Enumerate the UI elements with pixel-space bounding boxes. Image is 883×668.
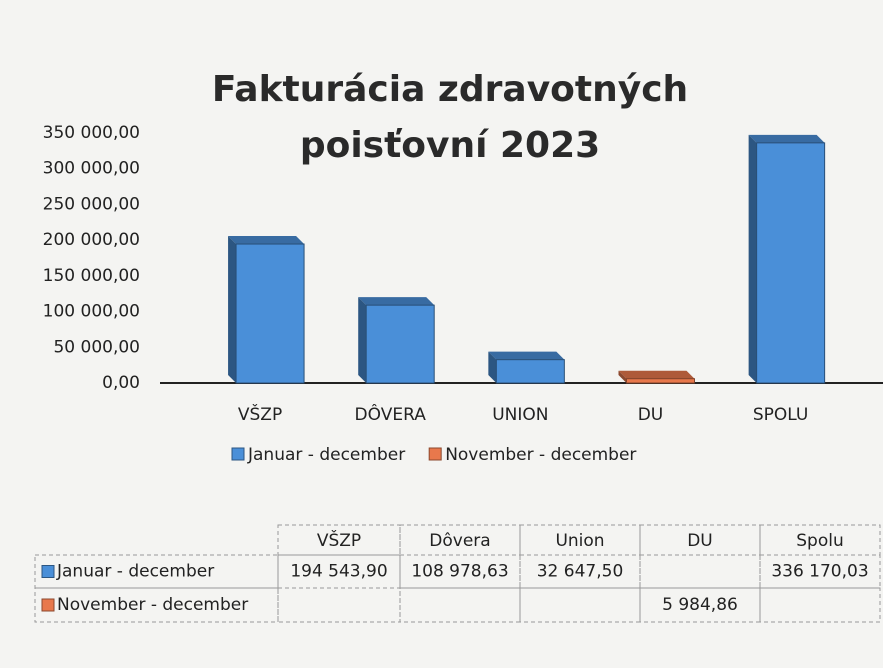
table-cell [277,524,401,556]
bar [235,243,305,384]
table-value: 194 543,90 [290,562,387,582]
table-cell [759,587,881,623]
table-cell [639,554,761,589]
bar-top [228,236,305,245]
table-value: 336 170,03 [771,562,868,582]
table-header: Dôvera [429,531,490,551]
table-value: 5 984,86 [662,595,738,615]
bar-top [488,351,565,360]
table-cell [519,587,641,623]
x-tick-label: DU [638,405,664,425]
y-tick-label: 150 000,00 [43,266,140,286]
legend-swatch [41,598,55,612]
bar-top [618,370,695,379]
legend-swatch [428,447,442,461]
x-tick-label: UNION [492,405,548,425]
x-tick-label: VŠZP [238,403,282,425]
bar-side [488,351,497,383]
bar-side [228,236,237,383]
bar-top [358,297,435,306]
bar [365,304,435,384]
y-tick-label: 250 000,00 [43,194,140,214]
table-header: Union [555,531,604,551]
table-value: 108 978,63 [411,562,508,582]
table-cell [34,554,279,589]
bar-side [618,370,627,383]
bar-side [358,297,367,383]
table-header: VŠZP [317,529,361,551]
legend-swatch [231,447,245,461]
table-cell [277,587,401,623]
y-tick-label: 350 000,00 [43,123,140,143]
table-row-label: Januar - december [56,562,214,582]
x-tick-label: DÔVERA [355,403,427,425]
table-value: 32 647,50 [537,562,624,582]
bar [495,359,565,384]
y-tick-label: 100 000,00 [43,302,140,322]
bar-top [748,134,825,143]
chart-title: Fakturácia zdravotných poisťovní 2023 [211,69,689,166]
y-tick-label: 50 000,00 [53,337,140,357]
x-tick-label: SPOLU [753,405,809,425]
table-cell [399,587,521,623]
y-tick-label: 0,00 [102,373,140,393]
y-tick-label: 200 000,00 [43,230,140,250]
legend-label: November - december [445,445,636,465]
legend-label: Januar - december [247,445,405,465]
bar [625,378,695,384]
table-header: DU [687,531,713,551]
table-header: Spolu [796,531,843,551]
bar [756,142,826,384]
table-row-label: November - december [57,595,248,615]
legend-swatch [41,565,55,578]
y-tick-label: 300 000,00 [43,159,140,179]
bar-side [748,134,757,383]
